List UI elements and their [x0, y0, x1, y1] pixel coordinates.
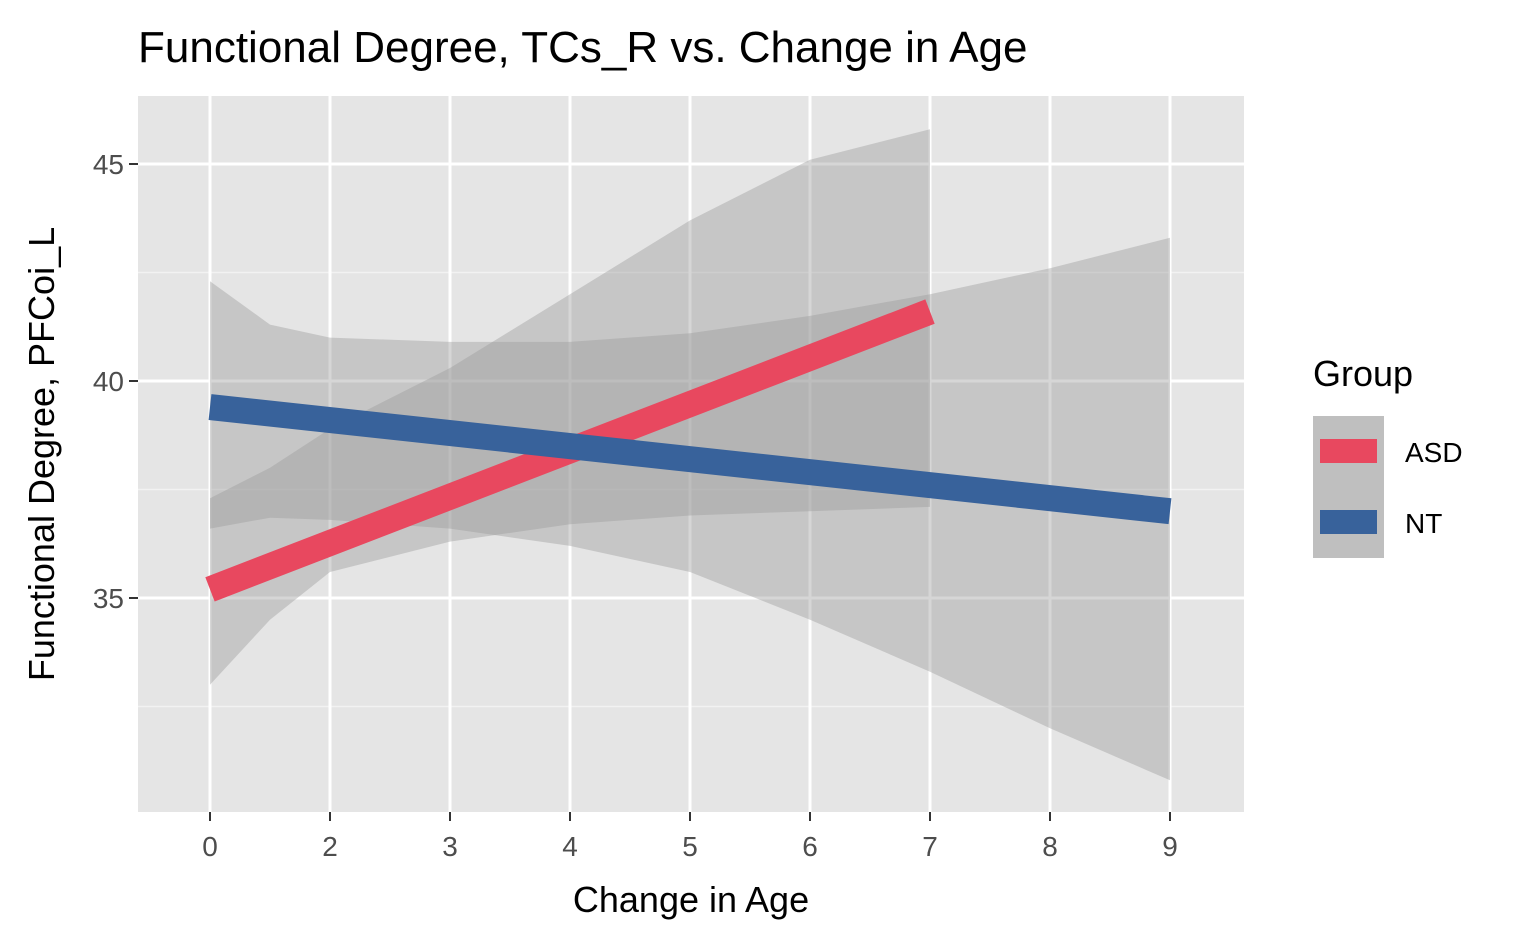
legend-keys: ASD NT [1313, 416, 1463, 558]
chart-title: Functional Degree, TCs_R vs. Change in A… [138, 23, 1027, 72]
x-tick-label: 0 [202, 831, 218, 862]
confidence-ribbons [210, 129, 1170, 781]
x-tick-label: 4 [562, 831, 578, 862]
x-tick-label: 6 [802, 831, 818, 862]
x-tick-label: 5 [682, 831, 698, 862]
y-axis-title: Functional Degree, PFCoi_L [21, 227, 62, 681]
x-tick-label: 7 [922, 831, 938, 862]
y-tick-label: 35 [93, 583, 124, 614]
ribbon-asd [210, 129, 930, 685]
x-axis-ticks: 0 2 3 4 5 6 7 8 9 [202, 812, 1178, 862]
x-tick-label: 9 [1162, 831, 1178, 862]
x-tick-label: 8 [1042, 831, 1058, 862]
legend-label-nt: NT [1405, 508, 1442, 539]
legend-swatch-nt [1320, 510, 1377, 534]
x-tick-label: 3 [442, 831, 458, 862]
x-tick-label: 2 [322, 831, 338, 862]
y-axis-ticks: 35 40 45 [93, 149, 138, 614]
y-tick-label: 45 [93, 149, 124, 180]
legend: Group ASD NT [1313, 353, 1463, 558]
y-tick-label: 40 [93, 366, 124, 397]
ribbon-nt [210, 237, 1170, 781]
line-nt [208, 394, 1172, 525]
x-axis-title: Change in Age [573, 879, 809, 920]
legend-title: Group [1313, 353, 1413, 394]
legend-swatch-asd [1320, 439, 1377, 463]
legend-label-asd: ASD [1405, 437, 1463, 468]
regression-lines [205, 299, 1172, 602]
